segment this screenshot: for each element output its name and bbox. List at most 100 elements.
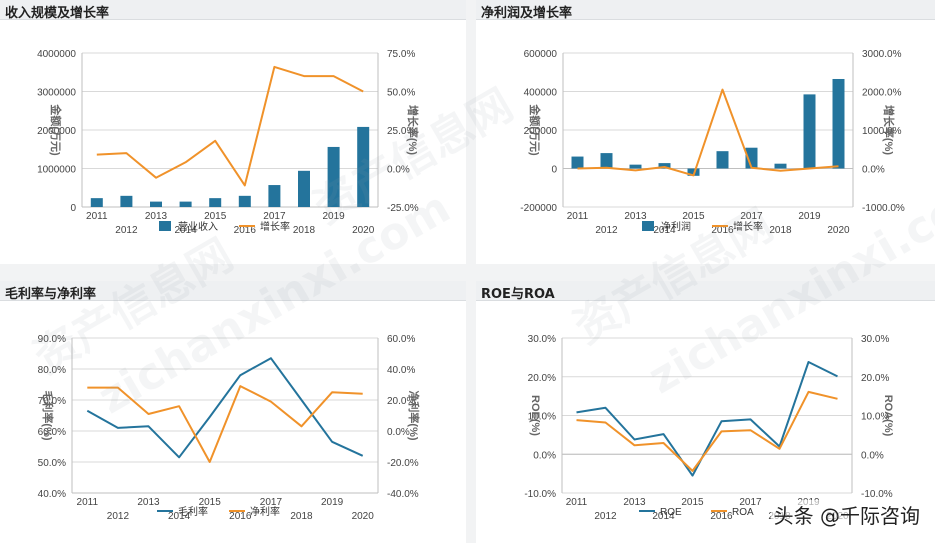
- footer-watermark: 头条 @千际咨询: [770, 500, 923, 529]
- x-tick-label: 2020: [352, 225, 375, 236]
- bar: [238, 195, 251, 207]
- y2-tick-label: 30.0%: [861, 334, 889, 345]
- y-axis-title: 金额(万元): [49, 103, 63, 156]
- panel-header: ROE与ROA: [476, 281, 935, 302]
- y-tick-label: 70.0%: [38, 396, 66, 407]
- net-profit-growth-chart: -200000 0 200000 400000 600000 -1000.0% 0.0% 10…: [520, 49, 905, 236]
- bar: [716, 151, 729, 169]
- x-tick-label: 2011: [567, 211, 589, 222]
- y-axis-title: ROE(%): [529, 395, 541, 436]
- roe-roa-chart-panel: ROE与ROA -10.0% 0.0% 10.0% 20.0% 30.0% -10.0% 0…: [476, 281, 935, 543]
- bar: [298, 170, 310, 207]
- y2-tick-label: -40.0%: [387, 489, 419, 500]
- x-tick-label: 2016: [710, 511, 733, 522]
- y2-tick-label: 0.0%: [387, 427, 410, 438]
- y2-tick-label: 2000.0%: [862, 88, 902, 99]
- legend-label: 毛利率: [178, 505, 208, 518]
- bar: [150, 201, 162, 207]
- y-tick-label: 0: [551, 165, 557, 176]
- y2-tick-label: 75.0%: [387, 49, 415, 60]
- y-tick-label: 400000: [524, 88, 558, 99]
- series-line: [86, 357, 364, 459]
- x-tick-label: 2018: [769, 225, 792, 236]
- series-line: [96, 65, 364, 187]
- series-line: [576, 361, 838, 477]
- y-tick-label: 0: [70, 203, 76, 214]
- y2-tick-label: 20.0%: [387, 396, 415, 407]
- y2-tick-label: -1000.0%: [862, 203, 905, 214]
- bar: [357, 126, 370, 207]
- x-tick-label: 2017: [740, 211, 763, 222]
- y-tick-label: -10.0%: [524, 489, 556, 500]
- y2-tick-label: 3000.0%: [862, 49, 902, 60]
- x-tick-label: 2014: [652, 511, 675, 522]
- y2-tick-label: 0.0%: [387, 165, 410, 176]
- x-tick-label: 2017: [263, 211, 286, 222]
- bar: [571, 156, 584, 169]
- x-tick-label: 2011: [566, 497, 588, 508]
- series-line: [576, 390, 838, 472]
- series-line: [577, 88, 839, 177]
- bar: [687, 168, 700, 176]
- x-tick-label: 2019: [322, 211, 345, 222]
- legend-label: ROA: [732, 507, 754, 518]
- x-tick-label: 2011: [86, 211, 108, 222]
- x-tick-label: 2012: [595, 225, 618, 236]
- x-tick-label: 2012: [115, 225, 138, 236]
- series-line: [87, 385, 363, 463]
- x-tick-label: 2017: [739, 497, 762, 508]
- panel-gap-horizontal: [0, 264, 935, 281]
- legend-label: 营业收入: [178, 220, 218, 233]
- x-tick-label: 2011: [77, 497, 99, 508]
- bar: [629, 164, 642, 169]
- y-tick-label: 60.0%: [38, 427, 66, 438]
- x-tick-label: 2018: [290, 511, 313, 522]
- y2-tick-label: -25.0%: [387, 203, 419, 214]
- legend-swatch: [159, 221, 171, 231]
- y2-axis-title: 净利率(%): [407, 390, 421, 440]
- y-tick-label: -200000: [520, 203, 557, 214]
- bar: [120, 195, 133, 207]
- bar: [600, 153, 613, 169]
- bar: [179, 201, 192, 207]
- bar: [832, 78, 845, 169]
- y-tick-label: 80.0%: [38, 365, 66, 376]
- legend-swatch: [642, 221, 654, 231]
- bar: [90, 198, 103, 207]
- x-tick-label: 2015: [204, 211, 227, 222]
- y2-tick-label: 1000.0%: [862, 126, 902, 137]
- bar: [268, 185, 281, 207]
- y-tick-label: 600000: [524, 49, 558, 60]
- bar: [658, 163, 671, 169]
- x-tick-label: 2016: [234, 225, 257, 236]
- x-tick-label: 2017: [260, 497, 283, 508]
- y2-tick-label: 50.0%: [387, 88, 415, 99]
- x-tick-label: 2020: [352, 511, 375, 522]
- bar: [803, 94, 816, 169]
- y-tick-label: 200000: [524, 126, 558, 137]
- y2-tick-label: -20.0%: [387, 458, 419, 469]
- y-tick-label: 20.0%: [528, 373, 556, 384]
- y-tick-label: 1000000: [37, 165, 76, 176]
- x-tick-label: 2015: [681, 497, 704, 508]
- y-axis-title: 毛利率(%): [41, 390, 55, 440]
- x-tick-label: 2013: [145, 211, 168, 222]
- panel-header: 净利润及增长率: [476, 0, 935, 21]
- x-tick-label: 2013: [137, 497, 160, 508]
- panel-title: 毛利率与净利率: [5, 287, 97, 302]
- x-tick-label: 2013: [624, 211, 647, 222]
- legend-label: 净利率: [250, 505, 280, 518]
- x-tick-label: 2014: [653, 225, 676, 236]
- x-tick-label: 2014: [174, 225, 197, 236]
- y2-tick-label: 10.0%: [861, 412, 889, 423]
- gross-net-margin-chart: 40.0% 50.0% 60.0% 70.0% 80.0% 90.0% -40.0% -20.…: [38, 334, 421, 522]
- x-tick-label: 2012: [594, 511, 617, 522]
- panel-title: 收入规模及增长率: [5, 6, 110, 21]
- x-tick-label: 2019: [321, 497, 344, 508]
- y-tick-label: 40.0%: [38, 489, 66, 500]
- y-tick-label: 50.0%: [38, 458, 66, 469]
- x-tick-label: 2012: [107, 511, 130, 522]
- y2-tick-label: -10.0%: [861, 489, 893, 500]
- y2-axis-title: 增长率(%): [406, 105, 420, 155]
- x-tick-label: 2018: [293, 225, 316, 236]
